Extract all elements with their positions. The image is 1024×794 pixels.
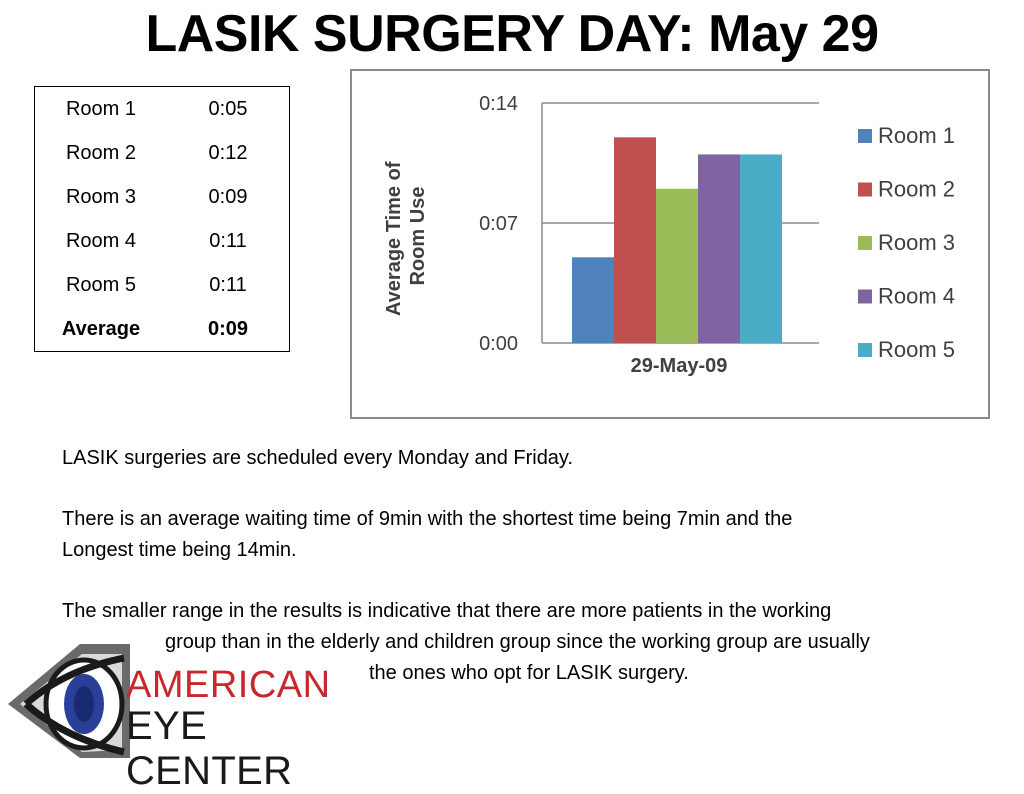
room-name-cell: Room 2: [65, 141, 137, 164]
legend-swatch: [858, 236, 872, 250]
logo-text-eye-center: EYE CENTER: [126, 704, 293, 793]
eye-logo-icon: [8, 644, 130, 758]
bar-room-4: [698, 154, 740, 343]
y-tick-label: 0:14: [479, 93, 518, 115]
room-name-cell: Room 1: [65, 97, 137, 120]
note-waiting-time-line1: There is an average waiting time of 9min…: [62, 508, 793, 530]
room-name-cell: Average: [61, 317, 141, 340]
bar-room-5: [740, 154, 782, 343]
legend-label: Room 4: [878, 284, 955, 309]
room-time-cell: 0:12: [208, 141, 248, 164]
y-axis-label-line1: Average Time of: [383, 161, 405, 316]
y-tick-label: 0:07: [479, 213, 518, 235]
table-row: Room 1 0:05: [35, 87, 290, 132]
note-schedule: LASIK surgeries are scheduled every Mond…: [62, 447, 574, 469]
x-category-label: 29-May-09: [631, 355, 728, 377]
chart-svg: 0:00 0:07 0:14 Room 1 Room 2 Room 3 Room 4 Roo…: [383, 93, 955, 377]
legend-swatch: [858, 129, 872, 143]
bar-room-1: [572, 257, 614, 343]
legend-swatch: [858, 289, 872, 304]
room-name-cell: Room 3: [65, 185, 137, 208]
legend-label: Room 2: [878, 177, 955, 202]
room-time-cell: 0:11: [209, 229, 247, 252]
legend-label: Room 5: [878, 337, 955, 362]
room-time-cell: 0:11: [209, 273, 247, 296]
legend-label: Room 3: [878, 230, 955, 255]
room-time-cell: 0:09: [208, 185, 248, 208]
room-time-cell: 0:05: [208, 97, 248, 120]
page-title: LASIK SURGERY DAY: May 29: [145, 5, 879, 63]
legend-swatch: [858, 343, 872, 357]
legend-label: Room 1: [878, 123, 955, 148]
bar-chart: 0:00 0:07 0:14 Room 1 Room 2 Room 3 Room 4 Roo…: [350, 69, 990, 419]
room-name-cell: Room 5: [65, 273, 137, 296]
logo-text-american: AMERICAN: [126, 664, 331, 706]
y-axis-label-line2: Room Use: [407, 187, 429, 286]
note-range-line2: group than in the elderly and children g…: [165, 631, 870, 653]
bar-room-3: [656, 188, 698, 343]
note-range-line1: The smaller range in the results is indi…: [62, 600, 832, 622]
note-waiting-time-line2: Longest time being 14min.: [62, 539, 297, 561]
table-row: Room 2 0:12: [35, 131, 290, 175]
room-name-cell: Room 4: [65, 229, 137, 252]
table-row: Room 4 0:11: [35, 219, 290, 263]
table-row: Room 5 0:11: [35, 263, 290, 307]
y-axis-label: Average Time of Room Use: [383, 156, 429, 316]
room-time-table: Room 1 0:05 Room 2 0:12 Room 3 0:09 Room 4 0:11…: [34, 86, 290, 352]
y-tick-label: 0:00: [479, 333, 518, 355]
american-eye-center-logo: AMERICAN EYE CENTER: [4, 640, 344, 793]
table-row-average: Average 0:09: [35, 307, 290, 352]
table-row: Room 3 0:09: [35, 175, 290, 219]
room-time-cell: 0:09: [207, 317, 249, 340]
bar-room-2: [614, 137, 656, 343]
note-range-line3: the ones who opt for LASIK surgery.: [369, 662, 689, 684]
notes: LASIK surgeries are scheduled every Mond…: [62, 443, 1007, 689]
legend-swatch: [858, 182, 872, 197]
